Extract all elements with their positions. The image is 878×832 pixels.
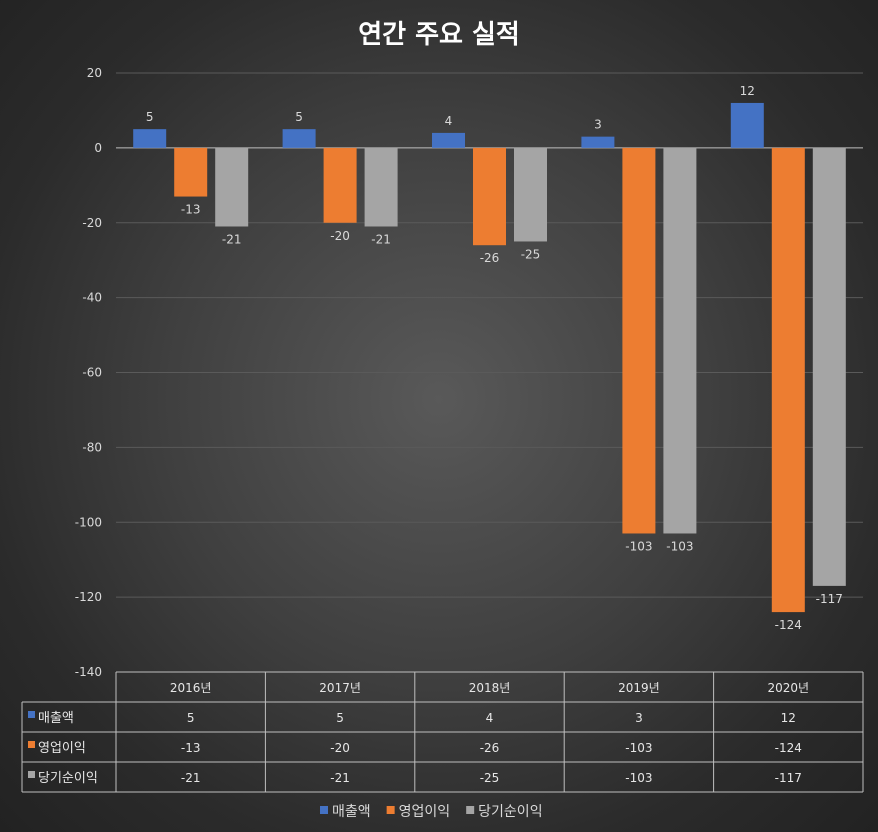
table-legend-key xyxy=(28,741,35,748)
table-header-cell: 2020년 xyxy=(768,681,810,695)
bar xyxy=(215,147,249,227)
data-label: 5 xyxy=(146,110,154,124)
legend-swatch xyxy=(386,806,395,814)
data-label: 3 xyxy=(594,118,602,132)
y-tick-label: -60 xyxy=(82,366,102,380)
bar xyxy=(622,147,656,534)
table-cell: -103 xyxy=(625,741,652,755)
data-label: -26 xyxy=(480,251,500,265)
y-tick-label: 20 xyxy=(87,66,102,80)
bar xyxy=(663,147,697,534)
bar xyxy=(323,147,357,223)
table-cell: 4 xyxy=(486,711,494,725)
table-row-label: 영업이익 xyxy=(38,741,86,756)
data-label: -13 xyxy=(181,203,201,217)
bar xyxy=(771,147,805,613)
bar xyxy=(174,147,208,197)
legend-label: 매출액 xyxy=(332,804,371,820)
bar xyxy=(730,102,764,148)
table-cell: -117 xyxy=(775,771,802,785)
table-cell: -25 xyxy=(480,771,500,785)
legend-label: 당기순이익 xyxy=(478,804,542,820)
y-tick-label: 0 xyxy=(94,141,102,155)
data-label: -21 xyxy=(222,232,242,246)
y-tick-label: -120 xyxy=(75,590,102,604)
table-cell: 12 xyxy=(781,711,796,725)
y-tick-label: -80 xyxy=(82,440,102,454)
table-cell: -26 xyxy=(480,741,500,755)
table-cell: -124 xyxy=(775,741,802,755)
bar xyxy=(473,147,506,246)
y-tick-label: -140 xyxy=(75,665,102,679)
table-cell: 3 xyxy=(635,711,643,725)
table-header-cell: 2016년 xyxy=(170,681,212,695)
table-legend-key xyxy=(28,711,35,718)
data-label: -20 xyxy=(330,229,350,243)
bar xyxy=(812,147,846,586)
bar xyxy=(581,136,615,148)
chart-title: 연간 주요 실적 xyxy=(358,20,520,50)
legend-swatch xyxy=(466,806,475,814)
data-label: -25 xyxy=(521,247,541,261)
table-legend-key xyxy=(28,771,35,778)
table-cell: 5 xyxy=(187,711,195,725)
data-label: -103 xyxy=(666,539,693,553)
data-label: 4 xyxy=(445,114,453,128)
bar xyxy=(514,147,547,242)
table-row-label: 매출액 xyxy=(38,711,74,726)
table-cell: -21 xyxy=(330,771,350,785)
table-header-cell: 2017년 xyxy=(319,681,361,695)
bar xyxy=(364,147,398,227)
table-row-label: 당기순이익 xyxy=(38,771,98,786)
data-label: 12 xyxy=(740,84,755,98)
y-tick-label: -20 xyxy=(82,216,102,230)
y-tick-label: -40 xyxy=(82,291,102,305)
legend-swatch xyxy=(320,806,328,814)
table-cell: -21 xyxy=(181,771,201,785)
data-label: 5 xyxy=(295,110,303,124)
table-cell: -13 xyxy=(181,741,201,755)
bar xyxy=(133,129,167,148)
data-label: -103 xyxy=(625,539,652,553)
table-header-cell: 2019년 xyxy=(618,681,660,695)
table-cell: -103 xyxy=(625,771,652,785)
data-label: -124 xyxy=(775,618,802,632)
table-header-cell: 2018년 xyxy=(469,681,511,695)
data-label: -117 xyxy=(816,592,843,606)
bar xyxy=(282,129,316,148)
legend-label: 영업이익 xyxy=(399,804,451,820)
y-tick-label: -100 xyxy=(75,515,102,529)
bar xyxy=(432,132,465,148)
table-cell: -20 xyxy=(330,741,350,755)
data-label: -21 xyxy=(371,232,391,246)
table-cell: 5 xyxy=(336,711,344,725)
